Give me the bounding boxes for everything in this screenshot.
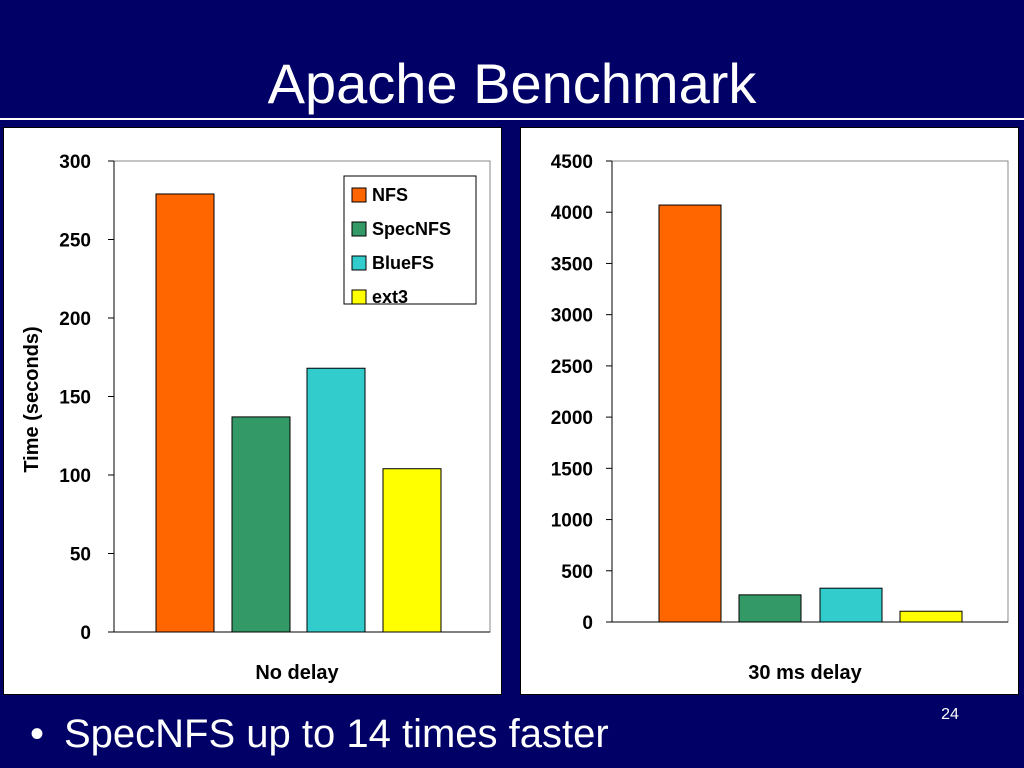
legend-box (343, 175, 477, 305)
y-tick-label: 0 (582, 613, 593, 634)
bar-nfs (658, 204, 722, 623)
bar-bluefs (819, 587, 883, 623)
bar-specnfs (738, 594, 802, 623)
legend-label-bluefs: BlueFS (372, 253, 434, 273)
bullet-text: SpecNFS up to 14 times faster (64, 712, 609, 756)
bullet-dot: • (30, 712, 45, 756)
y-tick-label: 200 (59, 309, 91, 330)
y-tick-label: 50 (70, 545, 91, 566)
y-tick-label: 150 (59, 388, 91, 409)
legend-swatch-ext3 (351, 289, 367, 305)
y-tick-label: 2000 (551, 408, 593, 429)
legend-swatch-specnfs (351, 221, 367, 237)
slide-title: Apache Benchmark (267, 52, 757, 115)
chart-no-delay: 0 50 100 150 200 250 300 No delay Time (seconds)… (3, 127, 502, 695)
legend-swatch-nfs (351, 187, 367, 203)
y-tick-label: 3000 (551, 306, 593, 327)
y-tick-label: 250 (59, 231, 91, 252)
x-axis-label: No delay (255, 662, 339, 684)
y-tick-label: 0 (80, 623, 91, 644)
chart-no-delay-svg: 0 50 100 150 200 250 300 No delay Time (seconds)… (21, 152, 491, 684)
slide-number: 24 (941, 706, 959, 723)
y-tick-label: 2500 (551, 357, 593, 378)
x-axis-label: 30 ms delay (748, 662, 862, 684)
y-tick-label: 1000 (551, 511, 593, 532)
y-tick-label: 300 (59, 152, 91, 173)
legend-label-specnfs: SpecNFS (372, 219, 451, 239)
chart-30ms-delay: 0 500 1000 1500 2000 2500 3000 3500 4000 4500 30 m… (520, 127, 1019, 695)
legend-swatch-bluefs (351, 255, 367, 271)
y-tick-label: 3500 (551, 254, 593, 275)
title-divider (0, 118, 1024, 120)
y-tick-label: 100 (59, 466, 91, 487)
chart-30ms-delay-svg: 0 500 1000 1500 2000 2500 3000 3500 4000 4500 30 m… (551, 152, 1009, 684)
bullet-item: • SpecNFS up to 14 times faster (30, 708, 609, 760)
legend-label-ext3: ext3 (372, 287, 408, 307)
y-tick-label: 1500 (551, 459, 593, 480)
y-axis-label: Time (seconds) (21, 326, 43, 472)
bar-bluefs (306, 367, 366, 633)
bar-ext3 (382, 468, 442, 633)
bar-ext3 (899, 610, 963, 623)
legend-label-nfs: NFS (372, 185, 408, 205)
y-tick-label: 4500 (551, 152, 593, 173)
y-tick-label: 500 (561, 562, 593, 583)
y-tick-label: 4000 (551, 203, 593, 224)
bar-nfs (155, 193, 215, 633)
bar-specnfs (231, 416, 291, 633)
